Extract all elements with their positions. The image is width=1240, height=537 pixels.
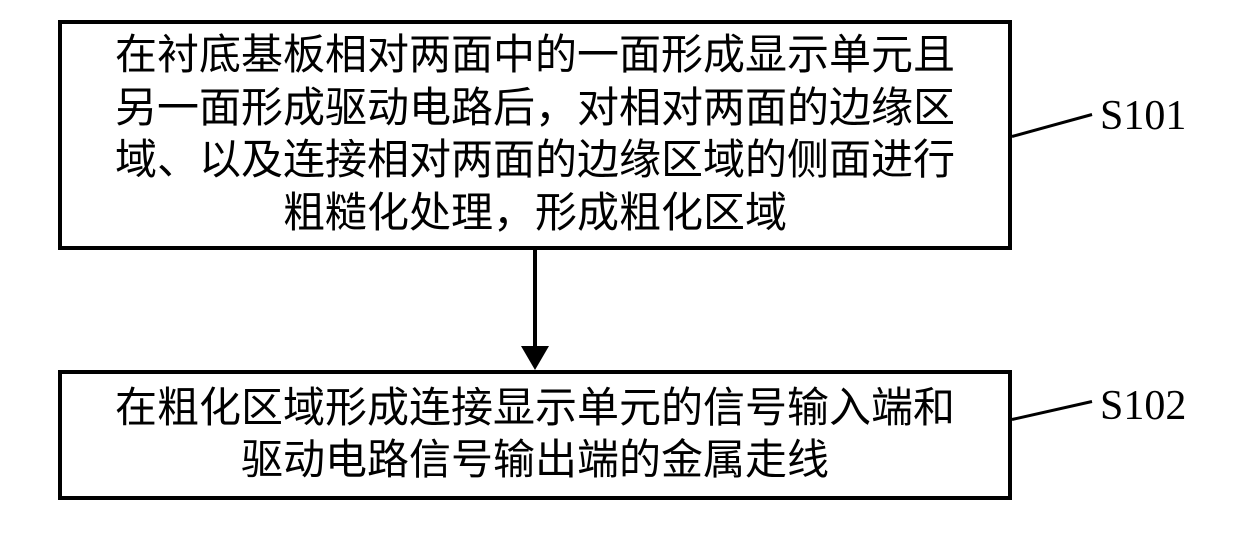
step-label-s101: S101 bbox=[1100, 92, 1186, 140]
leader-line-s102 bbox=[1012, 400, 1093, 421]
flow-node-s101-text: 在衬底基板相对两面中的一面形成显示单元且 另一面形成驱动电路后，对相对两面的边缘… bbox=[105, 24, 965, 246]
edge-s101-s102-line bbox=[533, 250, 537, 350]
step-label-s102: S102 bbox=[1100, 382, 1186, 430]
leader-line-s101 bbox=[1012, 113, 1093, 138]
flowchart-canvas: 在衬底基板相对两面中的一面形成显示单元且 另一面形成驱动电路后，对相对两面的边缘… bbox=[0, 0, 1240, 537]
flow-node-s101: 在衬底基板相对两面中的一面形成显示单元且 另一面形成驱动电路后，对相对两面的边缘… bbox=[58, 20, 1012, 250]
flow-node-s102: 在粗化区域形成连接显示单元的信号输入端和 驱动电路信号输出端的金属走线 bbox=[58, 370, 1012, 500]
flow-node-s102-text: 在粗化区域形成连接显示单元的信号输入端和 驱动电路信号输出端的金属走线 bbox=[105, 377, 965, 494]
edge-s101-s102-arrowhead bbox=[521, 346, 549, 370]
